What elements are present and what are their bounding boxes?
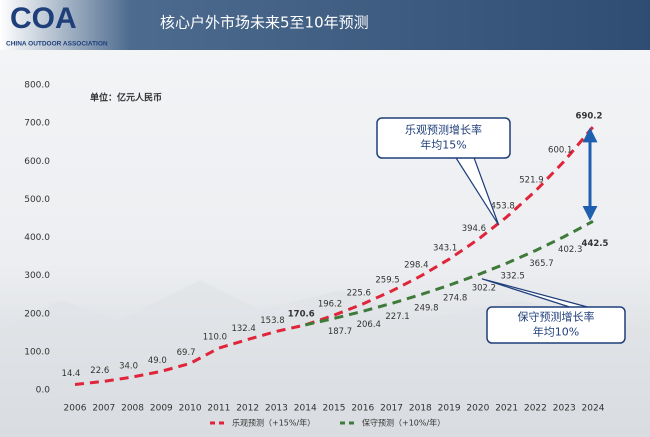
data-label: 249.8: [414, 303, 438, 313]
y-tick-label: 800.0: [24, 81, 50, 91]
data-label: 49.0: [148, 356, 167, 366]
callout-text: 年均10%: [533, 325, 579, 339]
x-tick-label: 2007: [92, 404, 115, 414]
callout-pointer: [481, 278, 588, 308]
data-label: 170.6: [288, 309, 315, 319]
callout-box: [376, 117, 511, 159]
data-label: 302.2: [472, 283, 496, 293]
data-label: 14.4: [62, 369, 81, 379]
data-label: 110.0: [203, 333, 227, 343]
x-tick-label: 2009: [150, 404, 173, 414]
callout-box: [486, 306, 626, 344]
data-label: 69.7: [177, 348, 196, 358]
data-label: 34.0: [119, 362, 138, 372]
x-tick-label: 2012: [236, 404, 259, 414]
data-label: 259.5: [375, 276, 399, 286]
logo-subtitle: CHINA OUTDOOR ASSOCIATION: [6, 41, 108, 48]
data-label: 365.7: [529, 259, 553, 269]
logo: COA: [10, 2, 77, 35]
y-tick-label: 600.0: [24, 157, 50, 167]
callout-text: 年均15%: [420, 138, 466, 152]
legend-label: 保守预测（+10%/年）: [362, 418, 445, 428]
data-label: 442.5: [582, 239, 609, 249]
y-tick-label: 200.0: [24, 309, 50, 319]
y-tick-label: 300.0: [24, 271, 50, 281]
data-label: 206.4: [357, 320, 381, 330]
data-label: 227.1: [385, 312, 409, 322]
data-label: 187.7: [328, 327, 352, 337]
x-tick-label: 2015: [323, 404, 346, 414]
data-label: 343.1: [433, 244, 457, 254]
data-label: 600.1: [548, 146, 572, 156]
series-line: [74, 125, 595, 387]
series-line: [304, 219, 594, 327]
data-label: 298.4: [404, 261, 428, 271]
callout-text: 乐观预测增长率: [405, 123, 482, 137]
x-tick-label: 2023: [553, 404, 576, 414]
y-tick-label: 0.0: [36, 386, 51, 396]
x-tick-label: 2006: [64, 404, 87, 414]
slide-title: 核心户外市场未来5至10年预测: [160, 14, 369, 32]
data-label: 332.5: [500, 272, 524, 282]
y-tick-label: 700.0: [24, 119, 50, 129]
x-tick-label: 2008: [121, 404, 144, 414]
data-label: 690.2: [576, 111, 603, 121]
x-tick-label: 2018: [409, 404, 432, 414]
data-label: 274.8: [443, 294, 467, 304]
data-label: 453.8: [490, 201, 514, 211]
x-tick-label: 2021: [495, 404, 518, 414]
x-tick-label: 2010: [179, 404, 202, 414]
header-band: [0, 0, 650, 50]
x-tick-label: 2020: [466, 404, 489, 414]
data-label: 521.9: [519, 176, 543, 186]
unit-label: 单位：亿元人民币: [90, 92, 162, 104]
data-label: 153.8: [260, 316, 284, 326]
callout-pointer: [455, 157, 500, 226]
x-tick-label: 2016: [351, 404, 374, 414]
data-label: 196.2: [318, 300, 342, 310]
x-tick-label: 2022: [524, 404, 547, 414]
x-tick-label: 2011: [207, 404, 230, 414]
x-tick-label: 2017: [380, 404, 403, 414]
y-tick-label: 500.0: [24, 195, 50, 205]
data-label: 394.6: [462, 224, 486, 234]
x-tick-label: 2014: [294, 404, 317, 414]
data-label: 22.6: [90, 366, 109, 376]
legend-label: 乐观预测（+15%/年）: [232, 418, 315, 428]
callout-text: 保守预测增长率: [518, 310, 595, 324]
data-label: 132.4: [231, 324, 255, 334]
x-tick-label: 2013: [265, 404, 288, 414]
y-tick-label: 400.0: [24, 233, 50, 243]
x-tick-label: 2019: [438, 404, 461, 414]
data-label: 225.6: [347, 288, 371, 298]
y-tick-label: 100.0: [24, 347, 50, 357]
x-tick-label: 2024: [582, 404, 605, 414]
data-label: 402.3: [558, 245, 582, 255]
